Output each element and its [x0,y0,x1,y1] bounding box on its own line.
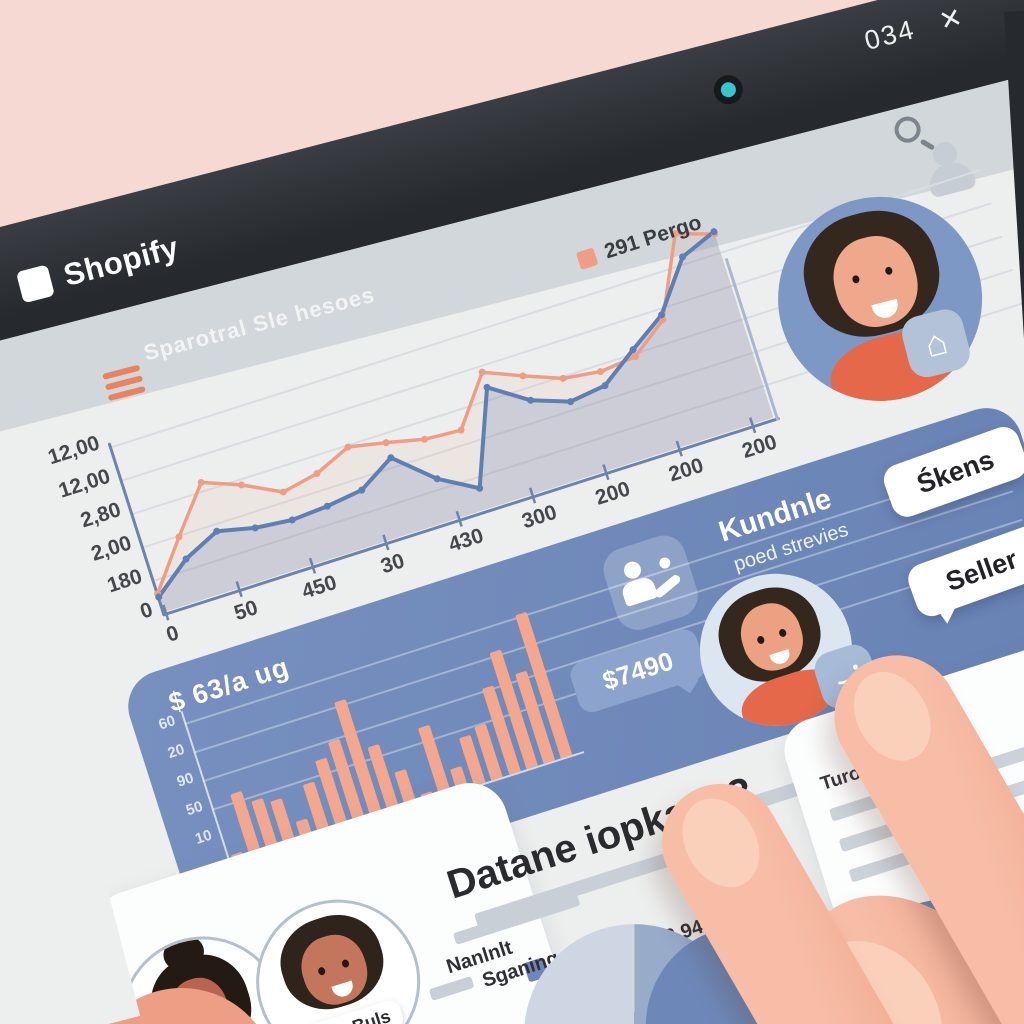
x-tick: 50 [231,596,261,626]
counter-value: 034 [861,14,919,56]
shopify-logo-icon [15,264,55,304]
legend-swatch [575,247,599,271]
x-tick: 300 [519,500,560,534]
x-tick: 200 [739,430,780,463]
shopify-logo-text: Shopify [59,229,183,293]
camera-dot [719,80,738,99]
bar [418,724,452,797]
x-tick: 200 [665,453,707,487]
search-icon-circle [891,113,924,146]
x-tick: 200 [592,477,633,510]
hand-icon [653,573,682,600]
report-fragment: doar [908,715,955,751]
close-icon[interactable]: ✕ [936,1,968,37]
search-icon-handle [919,138,936,151]
x-tick: 30 [378,549,408,579]
line-chart-plot [95,202,774,621]
x-tick: 450 [299,570,340,604]
x-tick: 0 [163,621,182,647]
x-tick: 430 [445,524,487,557]
coin-icon [657,556,672,570]
smile-icon-dot [852,663,859,671]
people-icon-body [619,575,659,608]
